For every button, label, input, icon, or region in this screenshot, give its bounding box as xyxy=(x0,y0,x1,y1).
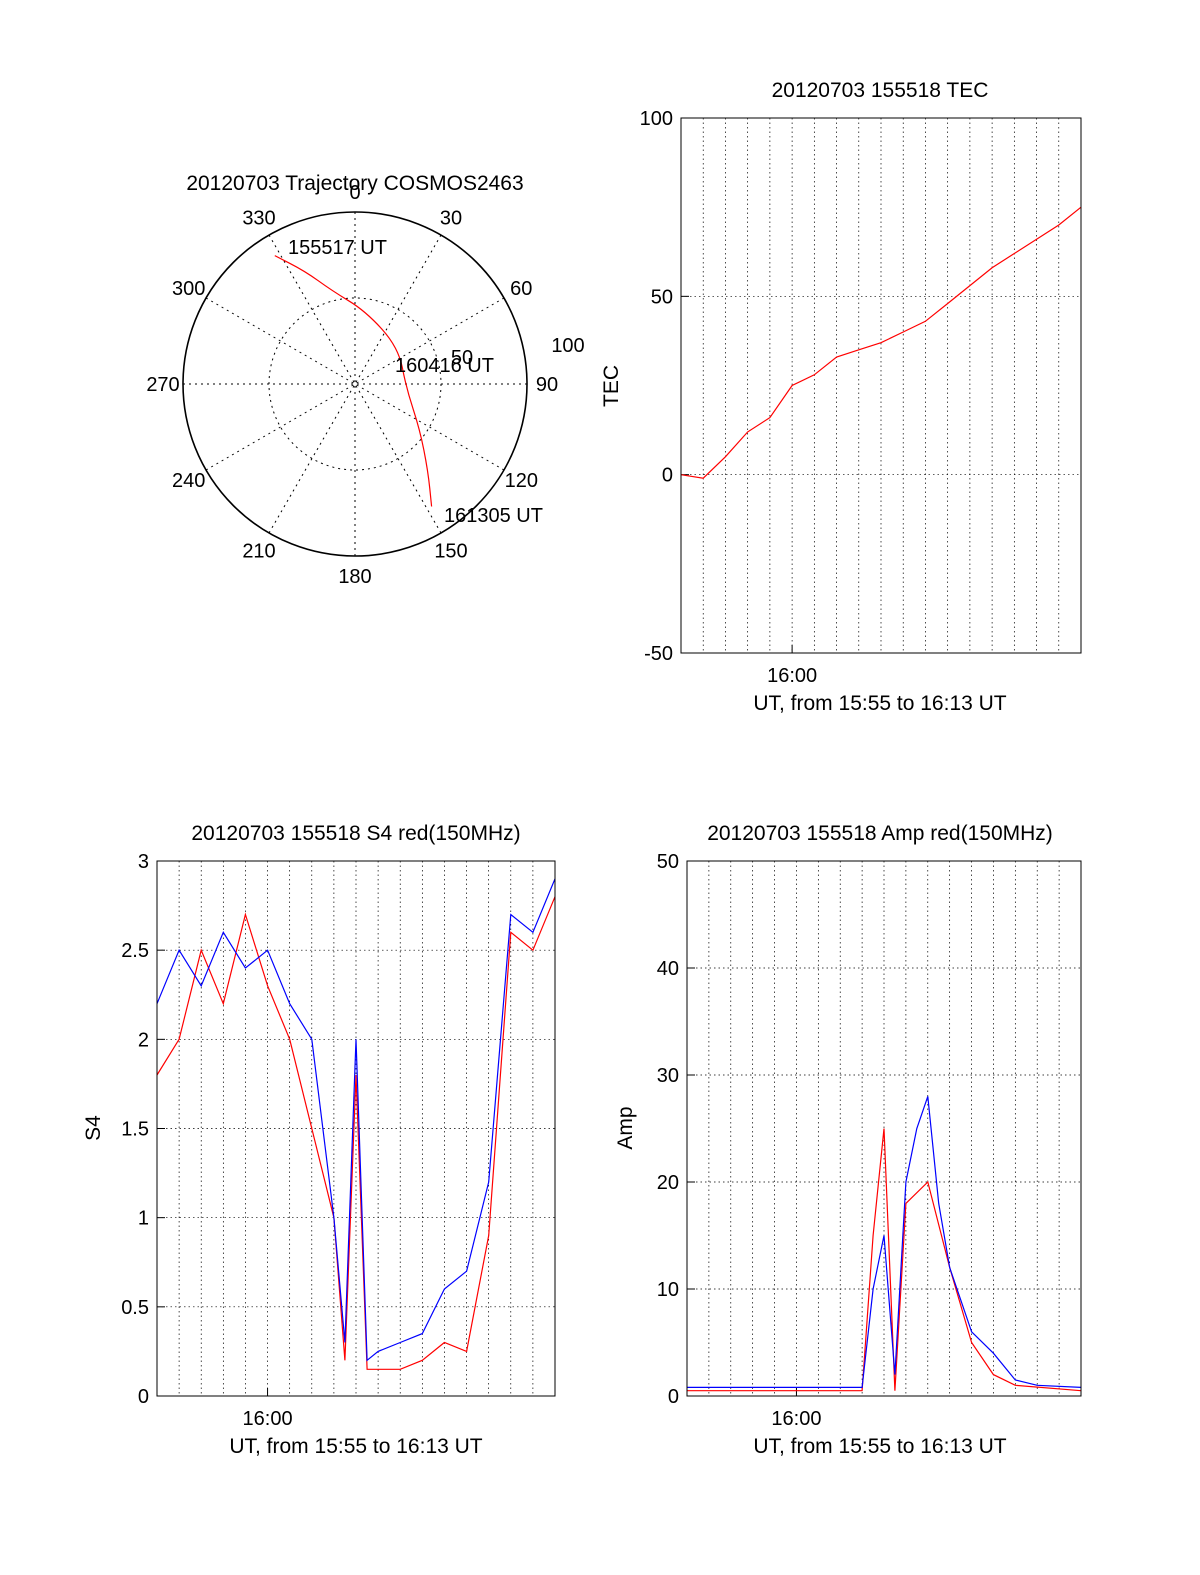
amp-xtick-label: 16:00 xyxy=(771,1408,821,1430)
polar-azimuth-label: 210 xyxy=(242,540,275,562)
amp-ytick-label: 20 xyxy=(657,1172,679,1194)
tec-xtick-label: 16:00 xyxy=(767,665,817,687)
tec-ytick-label: 100 xyxy=(640,108,673,130)
polar-outer-circle xyxy=(182,211,528,557)
polar-azimuth-label: 330 xyxy=(242,208,275,230)
s4-panel: 20120703 155518 S4 red(150MHz) UT, from … xyxy=(82,822,556,1458)
polar-panel: 20120703 Trajectory COSMOS2463 0 30 60 90 12… xyxy=(146,172,584,588)
amp-panel: 20120703 155518 Amp red(150MHz) UT, from… xyxy=(614,822,1082,1458)
polar-title: 20120703 Trajectory COSMOS2463 xyxy=(186,172,523,195)
trajectory-line xyxy=(274,255,433,507)
s4-ytick-label: 3 xyxy=(138,851,149,873)
polar-azimuth-label: 270 xyxy=(146,374,179,396)
tec-plot-frame xyxy=(680,117,1082,654)
amp-series-line xyxy=(687,1128,1082,1392)
amp-xlabel: UT, from 15:55 to 16:13 UT xyxy=(753,1435,1006,1458)
polar-azimuth-label: 0 xyxy=(349,182,360,204)
amp-title: 20120703 155518 Amp red(150MHz) xyxy=(707,822,1053,845)
amp-series-line xyxy=(687,1096,1082,1389)
s4-xtick-label: 16:00 xyxy=(243,1408,293,1430)
polar-azimuth-labels: 0 30 60 90 120 150 180 210 240 270 300 330 xyxy=(146,182,558,588)
s4-ytick-label: 2.5 xyxy=(121,940,149,962)
s4-title: 20120703 155518 S4 red(150MHz) xyxy=(191,822,520,845)
tec-panel: 20120703 155518 TEC UT, from 15:55 to 16… xyxy=(600,79,1082,715)
tec-series-line xyxy=(680,206,1082,479)
polar-azimuth-label: 60 xyxy=(510,278,532,300)
s4-ylabel: S4 xyxy=(82,1115,105,1141)
trajectory-start-annotation: 155517 UT xyxy=(288,237,387,259)
polar-azimuth-label: 300 xyxy=(172,278,205,300)
s4-xlabel: UT, from 15:55 to 16:13 UT xyxy=(229,1435,482,1458)
tec-title: 20120703 155518 TEC xyxy=(772,79,989,102)
trajectory-end-annotation: 161305 UT xyxy=(444,505,543,527)
polar-azimuth-label: 180 xyxy=(338,566,371,588)
s4-series-line xyxy=(156,896,556,1370)
tec-ytick-label: 0 xyxy=(662,465,673,487)
amp-ytick-label: 40 xyxy=(657,958,679,980)
amp-ytick-label: 50 xyxy=(657,851,679,873)
polar-azimuth-label: 150 xyxy=(434,540,467,562)
polar-grid xyxy=(183,212,527,556)
polar-azimuth-label: 30 xyxy=(440,208,462,230)
s4-ytick-label: 0 xyxy=(138,1386,149,1408)
polar-radial-label: 100 xyxy=(551,335,584,357)
tec-ylabel: TEC xyxy=(600,365,623,407)
s4-ytick-label: 2 xyxy=(138,1029,149,1051)
s4-ytick-label: 1 xyxy=(138,1208,149,1230)
amp-plot-frame xyxy=(686,860,1082,1397)
polar-azimuth-label: 120 xyxy=(505,470,538,492)
s4-ytick-label: 1.5 xyxy=(121,1119,149,1141)
s4-ytick-label: 0.5 xyxy=(121,1297,149,1319)
tec-ytick-label: 50 xyxy=(651,286,673,308)
s4-series-line xyxy=(156,878,556,1362)
tec-ytick-label: -50 xyxy=(644,643,673,665)
amp-ytick-label: 10 xyxy=(657,1279,679,1301)
polar-radial-label: 50 xyxy=(451,347,473,369)
polar-azimuth-label: 90 xyxy=(536,374,558,396)
trajectory-mid-annotation: 160416 UT xyxy=(395,355,494,377)
amp-ytick-label: 0 xyxy=(668,1386,679,1408)
polar-azimuth-label: 240 xyxy=(172,470,205,492)
amp-ytick-label: 30 xyxy=(657,1065,679,1087)
tec-xlabel: UT, from 15:55 to 16:13 UT xyxy=(753,692,1006,715)
s4-plot-frame xyxy=(156,860,556,1397)
amp-ylabel: Amp xyxy=(614,1106,637,1149)
